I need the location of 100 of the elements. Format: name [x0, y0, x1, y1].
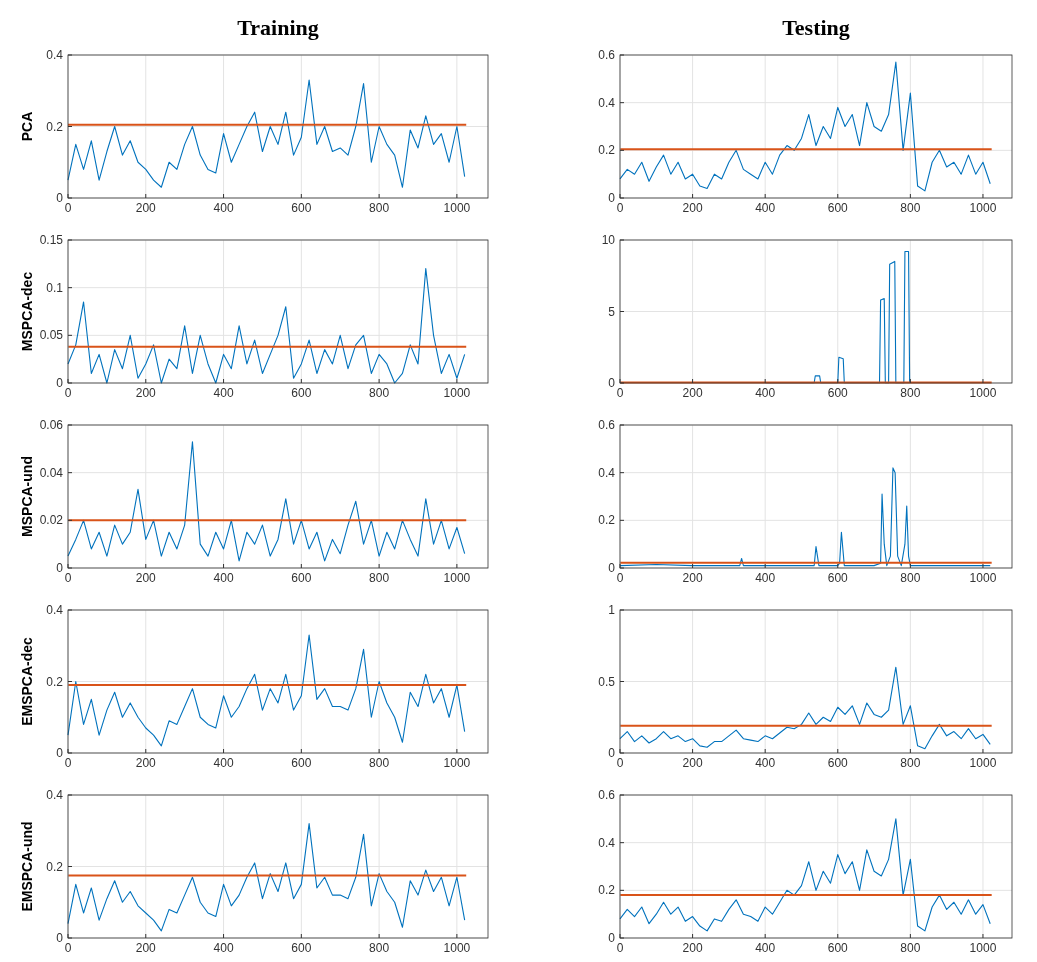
- y-tick-label: 0.1: [46, 280, 64, 295]
- x-tick-label: 200: [682, 201, 703, 215]
- y-tick-label: 0.05: [39, 328, 64, 343]
- x-tick-label: 200: [135, 201, 157, 215]
- x-tick-label: 1000: [969, 201, 997, 215]
- x-tick-label: 1000: [443, 571, 471, 585]
- y-tick-label: 0.4: [598, 465, 616, 480]
- x-tick-label: 400: [213, 201, 234, 215]
- y-tick-label: 0: [608, 376, 616, 390]
- x-tick-label: 1000: [443, 756, 471, 770]
- x-tick-label: 800: [369, 941, 390, 955]
- y-tick-label: 0.6: [598, 418, 616, 432]
- x-tick-label: 400: [213, 571, 234, 585]
- x-tick-label: 1000: [443, 941, 471, 955]
- x-tick-label: 800: [369, 386, 390, 400]
- x-tick-label: 600: [827, 201, 849, 215]
- y-tick-label: 0.2: [598, 143, 616, 158]
- x-tick-label: 200: [682, 386, 703, 400]
- x-tick-label: 800: [369, 201, 390, 215]
- chart-title: Training: [237, 15, 319, 40]
- y-tick-label: 0.04: [39, 465, 64, 480]
- x-tick-label: 800: [900, 756, 921, 770]
- y-tick-label: 0: [56, 376, 64, 390]
- y-tick-label: 0.2: [46, 119, 64, 134]
- x-tick-label: 600: [291, 571, 312, 585]
- y-tick-label: 0.4: [46, 603, 64, 617]
- y-tick-label: 1: [608, 603, 616, 617]
- y-tick-label: 0: [56, 746, 64, 760]
- x-tick-label: 400: [755, 386, 776, 400]
- y-axis-title: MSPCA-dec: [19, 271, 35, 352]
- line-series: [619, 61, 991, 192]
- y-tick-label: 10: [601, 233, 616, 247]
- y-tick-label: 0: [56, 191, 64, 205]
- y-tick-label: 5: [608, 304, 616, 319]
- x-tick-label: 600: [827, 941, 849, 955]
- y-axis-title: PCA: [19, 111, 35, 142]
- y-tick-label: 0.02: [39, 513, 64, 528]
- x-tick-label: 1000: [969, 941, 997, 955]
- y-axis-title: MSPCA-und: [19, 456, 35, 537]
- y-tick-label: 0.5: [598, 674, 616, 689]
- y-tick-label: 0.2: [598, 883, 616, 898]
- line-series: [619, 818, 991, 932]
- y-tick-label: 0: [608, 931, 616, 945]
- x-tick-label: 800: [900, 201, 921, 215]
- x-tick-label: 200: [135, 386, 157, 400]
- y-tick-label: 0: [608, 561, 616, 575]
- line-series: [67, 823, 466, 932]
- x-tick-label: 200: [682, 571, 703, 585]
- x-tick-label: 600: [827, 756, 849, 770]
- x-tick-label: 600: [291, 941, 312, 955]
- line-series: [67, 634, 466, 747]
- x-tick-label: 800: [369, 756, 390, 770]
- x-tick-label: 400: [755, 941, 776, 955]
- line-series: [619, 467, 991, 567]
- x-tick-label: 400: [755, 756, 776, 770]
- y-axis-title: EMSPCA-dec: [19, 636, 35, 726]
- y-tick-label: 0.4: [46, 48, 64, 62]
- y-tick-label: 0.4: [46, 788, 64, 802]
- x-tick-label: 400: [213, 756, 234, 770]
- x-tick-label: 200: [682, 941, 703, 955]
- x-tick-label: 600: [291, 386, 312, 400]
- x-tick-label: 800: [369, 571, 390, 585]
- x-tick-label: 1000: [969, 571, 997, 585]
- x-tick-label: 400: [755, 201, 776, 215]
- x-tick-label: 200: [135, 941, 157, 955]
- x-tick-label: 600: [827, 571, 849, 585]
- x-tick-label: 200: [682, 756, 703, 770]
- x-tick-label: 1000: [969, 756, 997, 770]
- x-tick-label: 800: [900, 386, 921, 400]
- x-tick-label: 800: [900, 571, 921, 585]
- x-tick-label: 400: [213, 941, 234, 955]
- y-tick-label: 0: [56, 931, 64, 945]
- x-tick-label: 200: [135, 571, 157, 585]
- y-tick-label: 0.4: [598, 835, 616, 850]
- x-tick-label: 1000: [443, 386, 471, 400]
- x-tick-label: 400: [755, 571, 776, 585]
- y-tick-label: 0: [608, 191, 616, 205]
- y-tick-label: 0: [608, 746, 616, 760]
- y-tick-label: 0.2: [46, 674, 64, 689]
- y-tick-label: 0.15: [39, 233, 64, 247]
- x-tick-label: 600: [291, 756, 312, 770]
- y-tick-label: 0.06: [39, 418, 64, 432]
- x-tick-label: 600: [827, 386, 849, 400]
- x-tick-label: 1000: [443, 201, 471, 215]
- y-tick-label: 0.6: [598, 788, 616, 802]
- x-tick-label: 800: [900, 941, 921, 955]
- y-tick-label: 0.2: [598, 513, 616, 528]
- y-tick-label: 0.6: [598, 48, 616, 62]
- chart-title: Testing: [782, 15, 850, 40]
- y-axis-title: EMSPCA-und: [19, 821, 35, 912]
- x-tick-label: 200: [135, 756, 157, 770]
- y-tick-label: 0.4: [598, 95, 616, 110]
- y-tick-label: 0.2: [46, 859, 64, 874]
- line-series: [619, 666, 991, 750]
- x-tick-label: 400: [213, 386, 234, 400]
- line-series: [67, 268, 466, 384]
- y-tick-label: 0: [56, 561, 64, 575]
- x-tick-label: 1000: [969, 386, 997, 400]
- x-tick-label: 600: [291, 201, 312, 215]
- line-series: [67, 79, 466, 188]
